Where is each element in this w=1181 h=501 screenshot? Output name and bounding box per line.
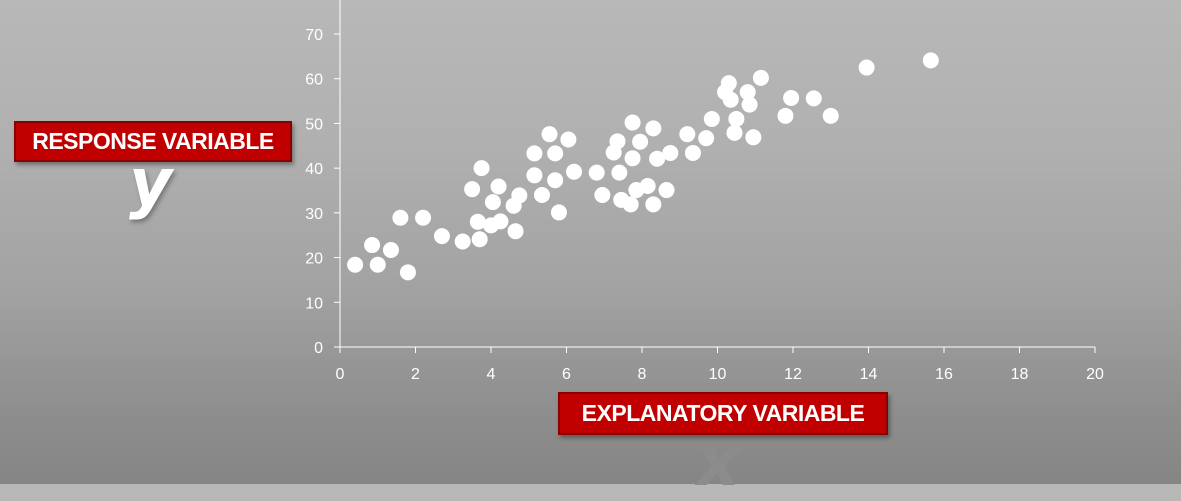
x-tick-label: 4 — [487, 366, 496, 383]
y-variable-letter: y — [129, 144, 173, 221]
data-point — [679, 126, 696, 143]
data-point — [566, 163, 583, 180]
scatter-chart: 0 10 20 30 40 50 60 70 0 2 4 6 8 10 12 14 16 18 20 — [0, 0, 1181, 484]
data-point — [526, 145, 543, 162]
x-tick-label: 12 — [784, 366, 802, 383]
x-tick-label: 20 — [1086, 366, 1104, 383]
y-tick-label: 40 — [305, 161, 323, 178]
data-point — [533, 186, 550, 203]
data-point — [469, 213, 486, 230]
data-point — [624, 150, 641, 167]
data-point — [805, 90, 822, 107]
data-point — [492, 213, 509, 230]
data-point — [645, 196, 662, 213]
data-point — [382, 241, 399, 258]
data-point — [722, 91, 739, 108]
data-point — [433, 228, 450, 245]
data-point — [645, 120, 662, 137]
data-point — [560, 131, 577, 148]
data-point — [347, 256, 364, 273]
data-point — [369, 256, 386, 273]
x-axis: 0 2 4 6 8 10 12 14 16 18 20 — [336, 346, 1104, 383]
data-point — [752, 69, 769, 86]
data-point — [624, 114, 641, 131]
data-point — [454, 233, 471, 250]
data-point — [550, 204, 567, 221]
data-point — [698, 130, 715, 147]
data-point — [728, 110, 745, 127]
y-tick-label: 50 — [305, 116, 323, 133]
data-point — [777, 107, 794, 124]
data-point — [541, 126, 558, 143]
data-point — [547, 145, 564, 162]
y-tick-label: 10 — [305, 295, 323, 312]
data-point — [632, 133, 649, 150]
x-tick-label: 0 — [336, 366, 345, 383]
data-point — [415, 209, 432, 226]
data-point — [649, 150, 666, 167]
data-point — [594, 186, 611, 203]
y-tick-label: 70 — [305, 27, 323, 44]
explanatory-variable-label: EXPLANATORY VARIABLE — [558, 392, 888, 435]
data-point — [611, 164, 628, 181]
data-point — [392, 209, 409, 226]
data-point — [741, 96, 758, 113]
data-point — [622, 196, 639, 213]
data-point — [726, 124, 743, 141]
data-point — [858, 59, 875, 76]
data-point — [473, 160, 490, 177]
y-axis: 0 10 20 30 40 50 60 70 — [305, 0, 341, 357]
response-variable-label: RESPONSE VARIABLE — [14, 121, 292, 162]
x-tick-label: 18 — [1011, 366, 1029, 383]
data-point — [507, 223, 524, 240]
x-tick-label: 8 — [638, 366, 647, 383]
data-point — [490, 178, 507, 195]
data-point — [822, 107, 839, 124]
x-tick-label: 10 — [709, 366, 727, 383]
y-tick-label: 30 — [305, 206, 323, 223]
data-point — [399, 264, 416, 281]
data-point — [745, 129, 762, 146]
data-point — [783, 89, 800, 106]
y-tick-label: 20 — [305, 251, 323, 268]
data-point — [547, 172, 564, 189]
x-tick-label: 16 — [935, 366, 953, 383]
data-point — [658, 182, 675, 199]
data-point — [588, 164, 605, 181]
x-variable-letter: x — [697, 424, 740, 501]
data-points — [347, 52, 939, 281]
x-tick-label: 2 — [411, 366, 420, 383]
data-point — [471, 231, 488, 248]
data-point — [364, 237, 381, 254]
data-point — [464, 181, 481, 198]
x-tick-label: 6 — [562, 366, 571, 383]
data-point — [703, 110, 720, 127]
y-tick-label: 0 — [314, 340, 323, 357]
y-tick-label: 60 — [305, 72, 323, 89]
data-point — [739, 84, 756, 101]
data-point — [511, 187, 528, 204]
data-point — [484, 194, 501, 211]
data-point — [526, 167, 543, 184]
data-point — [720, 75, 737, 92]
data-point — [609, 133, 626, 150]
data-point — [922, 52, 939, 69]
data-point — [684, 144, 701, 161]
data-point — [662, 144, 679, 161]
data-point — [639, 178, 656, 195]
x-tick-label: 14 — [860, 366, 878, 383]
